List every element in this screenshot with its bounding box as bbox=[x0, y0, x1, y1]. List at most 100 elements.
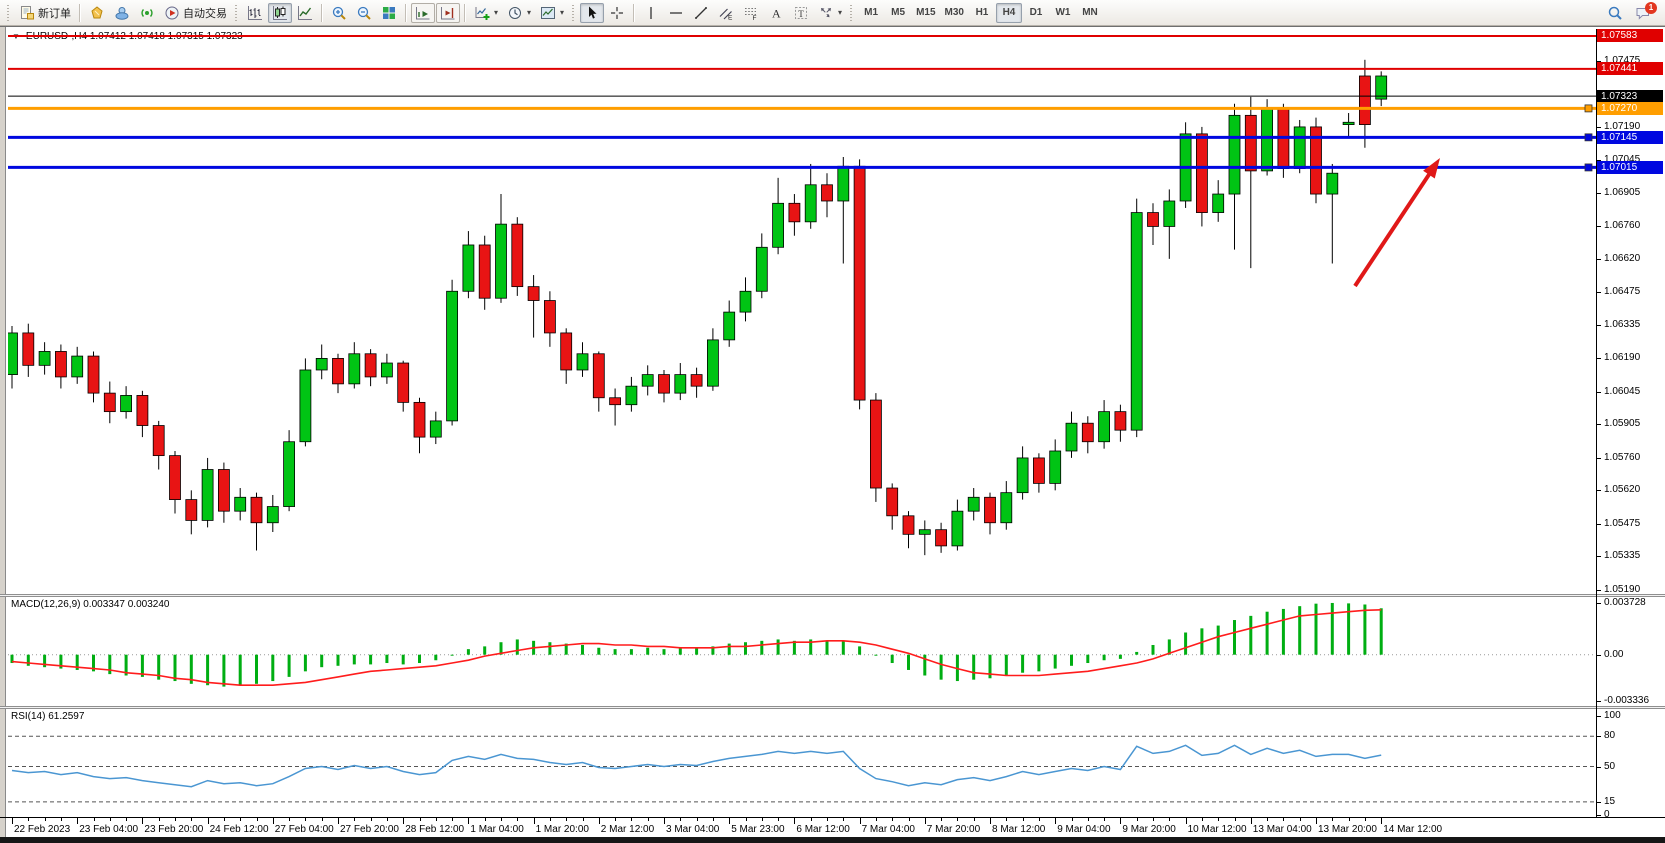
zoom-out-button[interactable] bbox=[352, 3, 376, 23]
time-tick bbox=[778, 818, 780, 821]
new-chart-button[interactable]: ▾ bbox=[470, 3, 502, 23]
arrows-button[interactable]: ▾ bbox=[814, 3, 846, 23]
time-axis[interactable]: 22 Feb 2023 23 Feb 04:00 23 Feb 20:00 24 Fe… bbox=[8, 818, 1596, 837]
timeframe-m1-button[interactable]: M1 bbox=[858, 3, 884, 23]
time-tick bbox=[941, 818, 943, 821]
equidistant-channel-button[interactable]: E bbox=[714, 3, 738, 23]
candle-body bbox=[413, 401, 426, 438]
macd-histogram-bar bbox=[1347, 603, 1351, 655]
text-label-button[interactable]: T bbox=[789, 3, 813, 23]
tile-windows-button[interactable] bbox=[377, 3, 401, 23]
bar-chart-button[interactable] bbox=[243, 3, 267, 23]
macd-histogram-bar bbox=[352, 654, 356, 665]
template-button[interactable]: ▾ bbox=[536, 3, 568, 23]
timeframe-h4-button[interactable]: H4 bbox=[995, 2, 1022, 23]
period-dropdown-button[interactable]: ▾ bbox=[503, 3, 535, 23]
time-tick bbox=[729, 818, 731, 824]
macd-histogram-bar bbox=[92, 654, 95, 672]
axis-tick bbox=[1596, 127, 1601, 128]
time-tick bbox=[973, 818, 975, 821]
price-chart-pane[interactable] bbox=[8, 29, 1596, 594]
timeframe-w1-button[interactable]: W1 bbox=[1050, 3, 1076, 23]
rsi-tick-label: 100 bbox=[1604, 710, 1621, 721]
time-axis-label: 5 Mar 23:00 bbox=[731, 824, 785, 835]
candle-body bbox=[380, 362, 393, 378]
time-tick bbox=[1218, 818, 1220, 821]
timeframe-m5-button[interactable]: M5 bbox=[885, 3, 911, 23]
candle-body bbox=[103, 392, 116, 413]
timeframe-m30-button[interactable]: M30 bbox=[941, 3, 968, 23]
autotrade-icon bbox=[164, 5, 180, 21]
macd-histogram-bar bbox=[124, 654, 128, 676]
price-axis[interactable]: 1.07475 1.07190 1.07045 1.06905 1.06760 1.066… bbox=[1596, 27, 1665, 837]
axis-tick bbox=[1596, 490, 1601, 491]
axis-tick bbox=[1596, 556, 1601, 557]
text-button[interactable]: A bbox=[764, 3, 788, 23]
macd-histogram-bar bbox=[548, 642, 552, 655]
trend-arrow[interactable] bbox=[1353, 170, 1433, 288]
chevron-down-icon: ▾ bbox=[494, 8, 499, 17]
macd-histogram-bar bbox=[581, 644, 584, 655]
candle-body bbox=[886, 487, 899, 517]
timeframe-h1-button[interactable]: H1 bbox=[969, 3, 995, 23]
time-tick bbox=[582, 818, 584, 821]
candles-icon bbox=[272, 5, 288, 21]
timeframe-m15-button[interactable]: M15 bbox=[912, 3, 939, 23]
vertical-line-button[interactable] bbox=[639, 3, 663, 23]
candle-body bbox=[1049, 450, 1062, 484]
candle-body bbox=[658, 374, 670, 394]
time-axis-label: 7 Mar 20:00 bbox=[926, 824, 981, 835]
time-tick bbox=[908, 818, 910, 821]
svg-text:A: A bbox=[772, 6, 781, 20]
macd-histogram-bar bbox=[1233, 620, 1236, 655]
signals-button[interactable] bbox=[135, 3, 159, 23]
toolbar-grip[interactable] bbox=[849, 4, 854, 21]
autotrading-button[interactable]: 自动交易 bbox=[160, 3, 231, 23]
rsi-tick-label: 0 bbox=[1604, 809, 1610, 820]
candle-body bbox=[723, 311, 736, 341]
time-axis-label: 23 Feb 04:00 bbox=[79, 824, 139, 835]
rsi-indicator-pane[interactable] bbox=[8, 709, 1596, 817]
candlestick-chart-button[interactable] bbox=[268, 2, 292, 23]
timeframe-d1-button[interactable]: D1 bbox=[1023, 3, 1049, 23]
pane-separator[interactable] bbox=[0, 706, 1665, 709]
time-tick bbox=[1055, 818, 1057, 824]
fibonacci-button[interactable]: F bbox=[739, 3, 763, 23]
macd-indicator-pane[interactable] bbox=[8, 597, 1596, 706]
chart-shift-button[interactable] bbox=[436, 2, 460, 23]
zoom-in-button[interactable] bbox=[327, 3, 351, 23]
trend-arrow-head[interactable] bbox=[1423, 158, 1440, 179]
toolbar-grip[interactable] bbox=[6, 4, 10, 21]
toolbar-grip[interactable] bbox=[234, 4, 238, 21]
vps-hosting-button[interactable] bbox=[110, 3, 134, 23]
market-button[interactable] bbox=[85, 3, 109, 23]
horizontal-line-button[interactable] bbox=[664, 3, 688, 23]
pane-separator[interactable] bbox=[0, 594, 1665, 597]
line-handle[interactable] bbox=[1584, 104, 1593, 113]
line-handle[interactable] bbox=[1584, 133, 1593, 142]
candle-body bbox=[201, 469, 214, 521]
crosshair-button[interactable] bbox=[605, 3, 629, 23]
new-order-button[interactable]: 新订单 bbox=[15, 3, 75, 23]
price-tick-label: 1.05335 bbox=[1604, 550, 1641, 561]
auto-scroll-button[interactable] bbox=[411, 2, 435, 23]
toolbar-grip[interactable] bbox=[571, 4, 576, 21]
macd-histogram-bar bbox=[1118, 654, 1122, 659]
time-tick bbox=[892, 818, 894, 821]
time-tick bbox=[712, 818, 714, 821]
candle-body bbox=[462, 244, 475, 292]
candle-body bbox=[1228, 114, 1241, 195]
line-handle[interactable] bbox=[1584, 163, 1593, 172]
axis-tick bbox=[1596, 458, 1601, 459]
search-button[interactable] bbox=[1603, 3, 1627, 23]
macd-histogram-bar bbox=[1070, 654, 1073, 666]
cursor-button[interactable] bbox=[580, 2, 605, 23]
axis-tick bbox=[1596, 590, 1601, 591]
line-chart-button[interactable] bbox=[293, 3, 317, 23]
time-tick bbox=[370, 818, 372, 821]
macd-histogram-bar bbox=[222, 654, 226, 687]
timeframe-mn-button[interactable]: MN bbox=[1077, 3, 1103, 23]
time-tick bbox=[827, 818, 828, 821]
chat-button[interactable]: 1 bbox=[1631, 1, 1657, 23]
trendline-button[interactable] bbox=[689, 3, 713, 23]
